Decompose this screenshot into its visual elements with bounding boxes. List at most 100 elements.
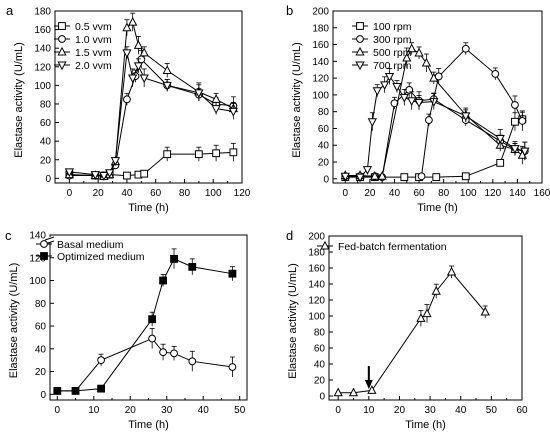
data-point [496,158,505,167]
y-tick-label: 20 [35,367,47,378]
x-tick-label: 60 [413,188,425,199]
y-tick-label: 40 [40,137,52,148]
data-point [510,145,520,154]
data-point [194,89,204,99]
legend-marker [356,22,364,30]
y-tick-label: 100 [312,90,329,101]
y-tick-label: 100 [29,276,46,287]
y-tick-label: 40 [35,344,47,355]
data-point [340,172,350,182]
legend-label: 2.0 vvm [75,60,112,72]
legend-label: 100 rpm [373,21,412,33]
series-optimized-medium [53,248,237,395]
y-tick-label: 40 [314,360,326,371]
y-tick-label: 160 [308,264,325,275]
legend-label: Basal medium [57,239,124,251]
data-point [431,285,441,295]
data-point [64,168,75,178]
series-line [57,337,233,392]
data-point [188,357,197,366]
legend-marker [320,240,330,250]
x-axis-title: Time (h) [128,419,169,431]
y-tick-label: 20 [40,155,52,166]
feed-arrow-head [364,380,373,389]
series-line [345,75,525,178]
y-tick-label: 100 [34,81,51,92]
legend-marker [355,46,365,56]
data-point [228,269,237,278]
legend-label: 300 rpm [373,34,412,46]
series-line [421,48,523,177]
data-point [212,149,221,158]
data-point [128,74,138,84]
y-tick-label: 100 [308,312,325,323]
data-point [122,49,132,59]
legend-marker [356,35,364,43]
data-point [384,72,395,82]
data-point [148,334,157,343]
data-point [162,81,172,91]
data-point [432,173,441,182]
data-point [71,386,80,395]
chart-panel-a: a 0 20 40 60 80 100 120 0 20 40 60 80 100 120 140 160 180… [6,3,251,214]
x-tick-label: 140 [509,188,526,199]
data-point [97,356,105,365]
y-tick-label: 180 [308,248,325,259]
x-tick-label: 0 [67,188,73,199]
legend-label: 1.5 vvm [75,47,112,59]
data-point [139,74,149,84]
data-point [188,262,197,271]
legend-marker [58,35,66,43]
data-point [422,308,432,318]
y-tick-label: 60 [314,344,326,355]
data-point [163,150,172,159]
x-tick-label: 20 [125,405,137,416]
x-axis-title: Time (h) [417,202,458,214]
data-point [518,117,527,125]
data-point [137,55,146,64]
data-point [421,57,432,67]
legend-marker [40,240,48,248]
data-point [97,384,105,393]
data-point [122,22,132,32]
y-tick-label: 140 [34,44,51,55]
data-point [133,62,144,72]
x-tick-label: 10 [88,405,100,416]
y-axis-title: Elastase activity (U/mL) [291,42,303,158]
panel-letter: d [286,228,293,243]
x-tick-label: 50 [234,405,246,416]
data-point [380,81,390,91]
legend-marker [57,46,67,56]
data-point [159,348,167,357]
y-tick-label: 0 [40,390,46,401]
data-point [333,387,343,397]
x-tick-label: 40 [198,405,210,416]
x-tick-label: 120 [234,188,251,199]
data-point [495,135,505,144]
data-point [348,387,359,397]
y-tick-label: 140 [312,57,329,68]
x-tick-label: 80 [438,188,450,199]
y-tick-label: 80 [35,299,47,310]
y-tick-label: 80 [314,328,326,339]
y-tick-label: 20 [318,158,330,169]
x-axis-title: Time (h) [128,202,169,214]
data-point [229,148,238,157]
x-tick-label: 160 [534,188,550,199]
series-line [338,271,486,394]
data-point [211,105,221,114]
data-point [367,385,377,394]
legend-marker [40,252,48,260]
y-axis-title: Elastase activity (U/mL) [8,263,20,379]
data-point [480,306,490,316]
series-fed-batch-fermentation [333,265,490,397]
y-tick-label: 180 [34,7,51,18]
series-0-5-vvm [65,142,238,180]
y-tick-label: 140 [308,280,325,291]
chart-panel-b: b 0 20 40 60 80 100 120 140 160 0 20 40 60 80 100 120 140… [286,3,550,214]
axis-break-gap [46,237,54,242]
x-tick-label: 20 [364,188,376,199]
y-axis-title: Elastase activity (U/mL) [287,263,299,379]
